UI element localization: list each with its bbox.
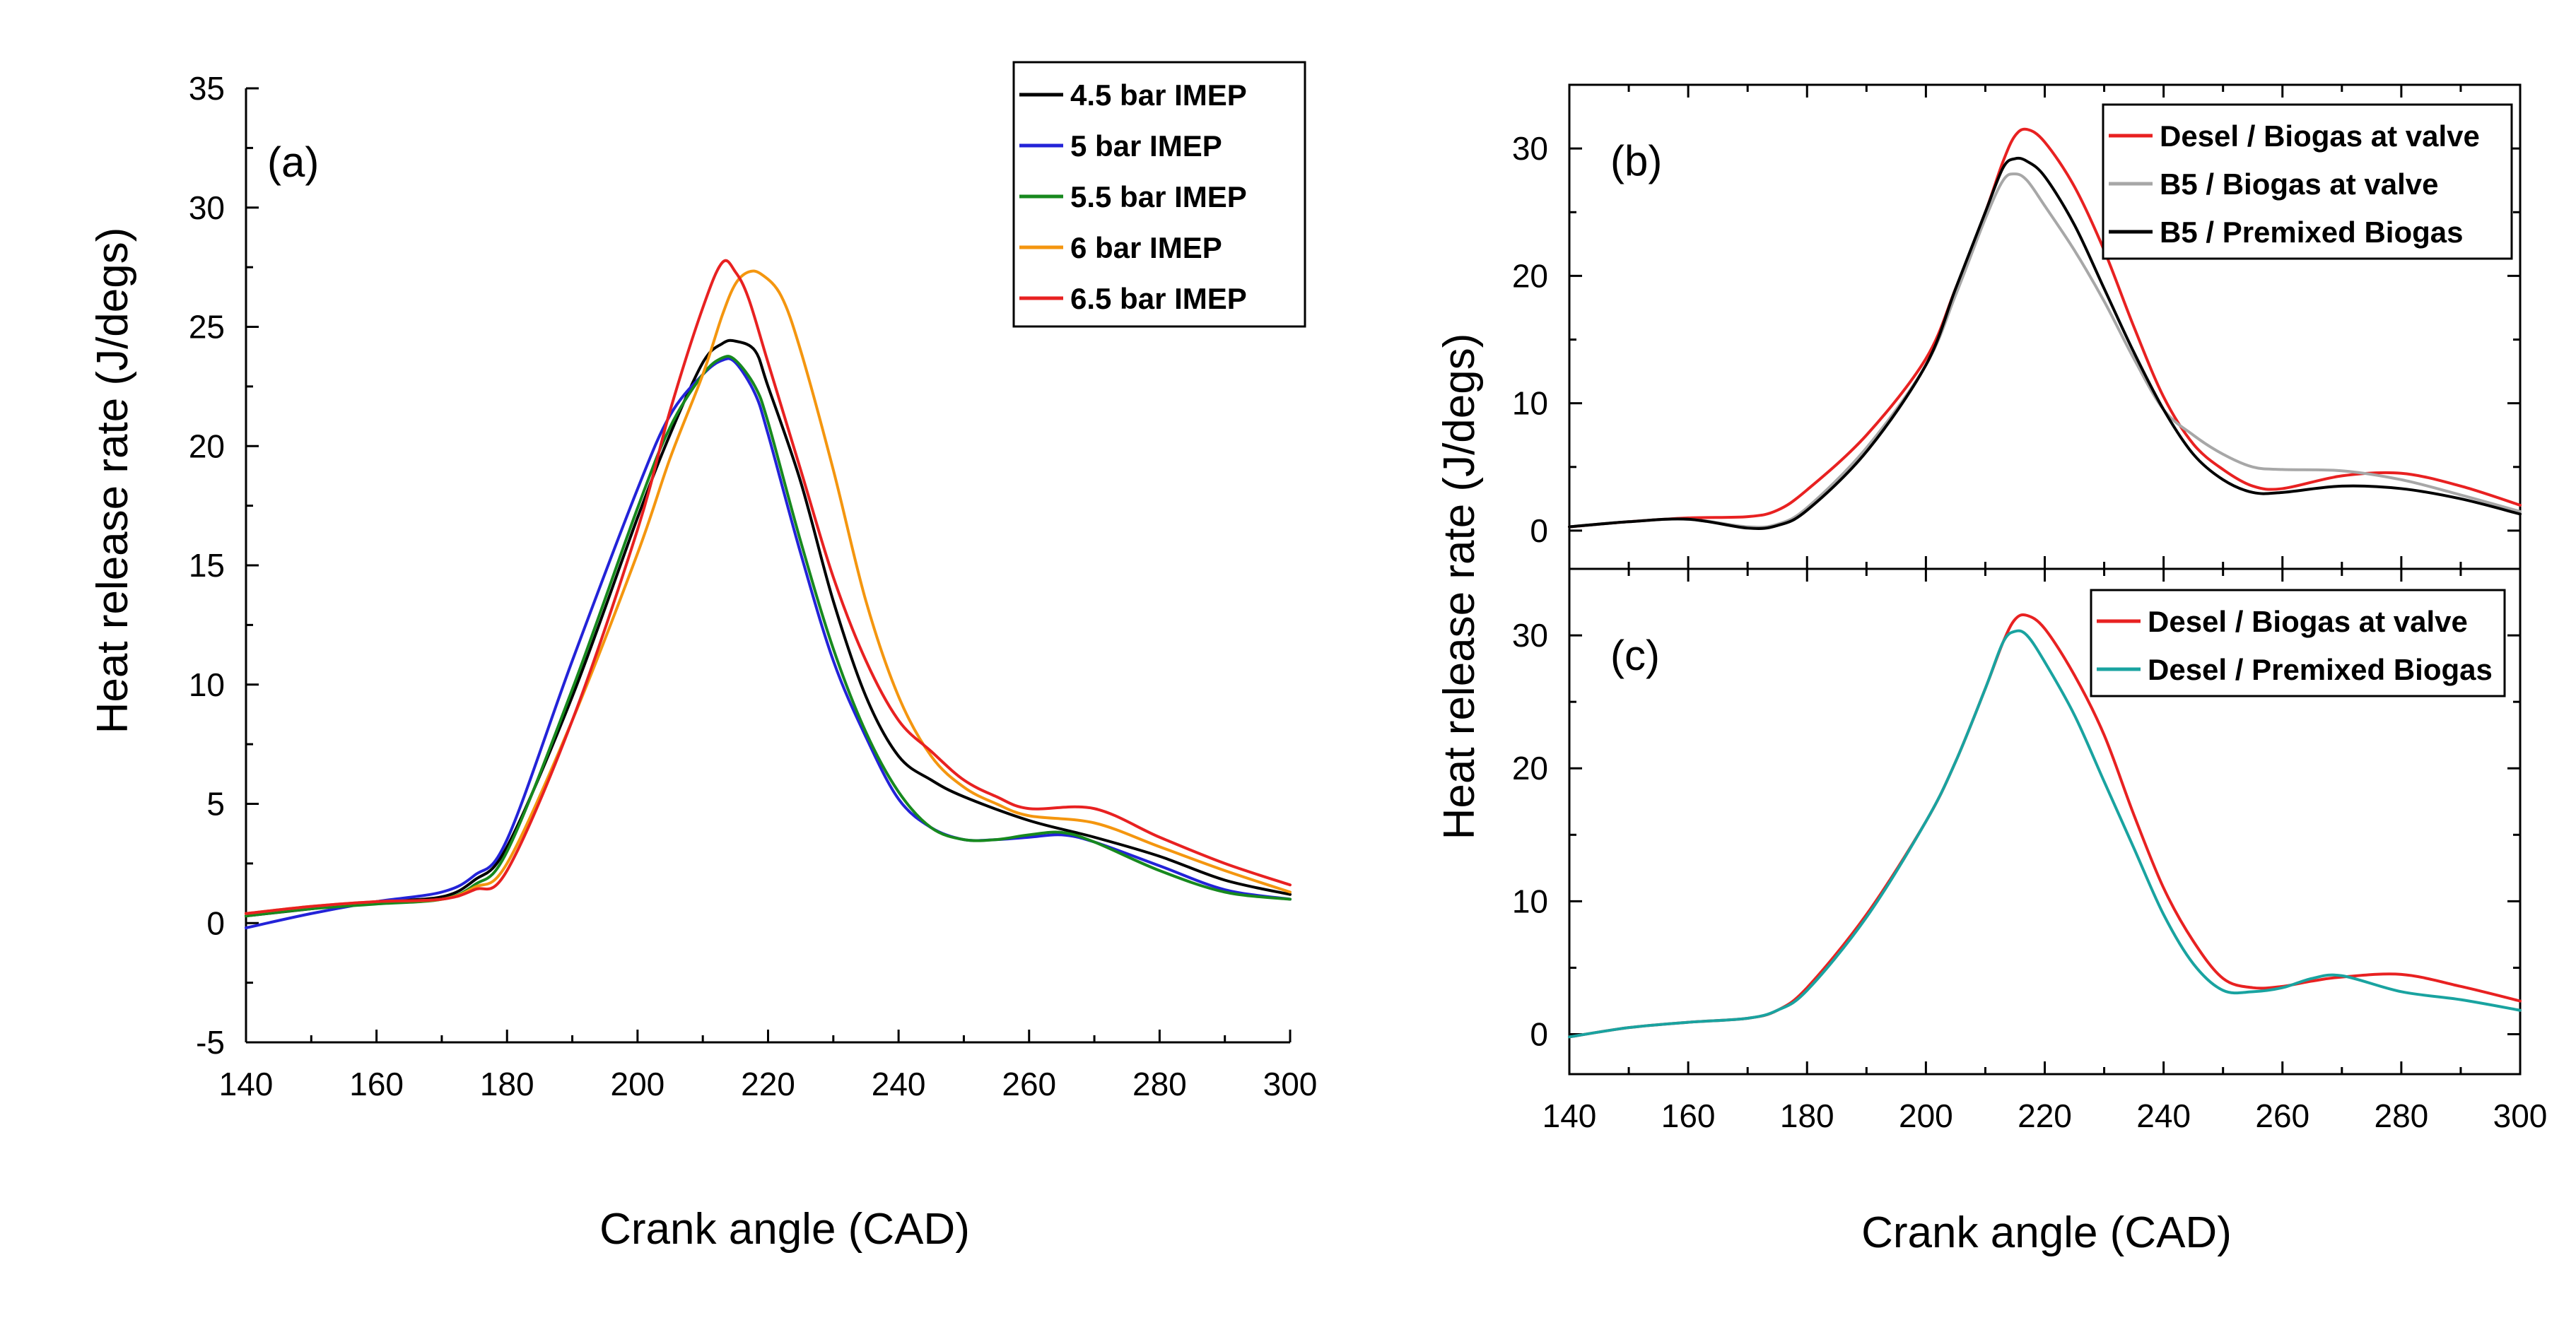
panel-c-x-tick-label: 180 <box>1780 1097 1834 1134</box>
panel-b-legend-box <box>2102 103 2513 260</box>
panel-a-legend-label: 4.5 bar IMEP <box>1070 78 1247 112</box>
panel-a-axes: 140 160 180 200 220 240 260 280 300 -5 0 5 10 15 20 25 3… <box>189 70 1318 1102</box>
panel-b-legend-label: B5 / Biogas at valve <box>2160 167 2439 201</box>
panel-a-x-tick-label: 180 <box>480 1066 534 1102</box>
panel-c-y-tick-label: 10 <box>1512 883 1548 919</box>
panel-b-label: (b) <box>1610 137 1662 184</box>
panel-c-x-tick-label: 240 <box>2136 1097 2191 1134</box>
panel-a-y-tick-label: 20 <box>189 428 225 464</box>
panel-a-x-tick-label: 160 <box>349 1066 404 1102</box>
panel-a-legend: 4.5 bar IMEP 5 bar IMEP 5.5 bar IMEP 6 bar … <box>1012 61 1306 328</box>
panel-b: 0 10 20 30 (b) Desel / Biogas at valve B5 / … <box>1512 83 2522 570</box>
panel-c-series-line-2 <box>1568 629 2522 1039</box>
panel-a-x-tick-label: 140 <box>219 1066 274 1102</box>
panel-b-series-line-3 <box>1568 156 2522 530</box>
panel-c-series-group <box>1568 613 2522 1039</box>
panel-c: 140 160 180 200 220 240 260 280 300 0 10 20 30 (c) C… <box>1435 334 2547 1257</box>
panel-a-y-tick-label: 15 <box>189 547 225 584</box>
panel-a-series-line-3 <box>245 355 1292 918</box>
panel-a-series-line-1 <box>245 338 1292 918</box>
panel-a-y-tick-label: -5 <box>196 1024 225 1061</box>
panel-c-x-tick-label: 200 <box>1899 1097 1953 1134</box>
panel-a-legend-label: 6.5 bar IMEP <box>1070 282 1247 315</box>
panel-c-legend-box <box>2090 589 2506 697</box>
panel-c-x-tick-label: 140 <box>1542 1097 1597 1134</box>
panel-c-y-tick-label: 30 <box>1512 617 1548 654</box>
panel-a-series-group <box>245 259 1292 929</box>
panel-a-y-tick-label: 10 <box>189 666 225 703</box>
panel-b-legend: Desel / Biogas at valve B5 / Biogas at va… <box>2102 103 2513 260</box>
panel-c-x-tick-label: 220 <box>2018 1097 2072 1134</box>
panel-a-y-tick-label: 30 <box>189 189 225 226</box>
panel-c-x-tick-label: 280 <box>2375 1097 2429 1134</box>
panel-c-x-tick-label: 260 <box>2255 1097 2309 1134</box>
panel-a-legend-label: 6 bar IMEP <box>1070 231 1222 264</box>
panel-a-x-tick-label: 260 <box>1002 1066 1056 1102</box>
panel-b-series-line-1 <box>1568 127 2522 529</box>
panel-a-label: (a) <box>267 139 319 186</box>
panel-a-x-tick-label: 240 <box>872 1066 926 1102</box>
panel-a-series-line-4 <box>245 269 1292 915</box>
panel-a-y-tick-label: 35 <box>189 70 225 107</box>
panel-b-y-tick-label: 0 <box>1530 512 1548 549</box>
panel-b-axes: 0 10 20 30 <box>1512 83 2522 570</box>
panel-a: 140 160 180 200 220 240 260 280 300 -5 0 5 10 15 20 25 3… <box>88 61 1318 1254</box>
panel-b-y-tick-label: 20 <box>1512 257 1548 294</box>
panel-c-y-tick-label: 0 <box>1530 1016 1548 1053</box>
panel-a-legend-box <box>1012 61 1306 328</box>
panel-a-series-line-2 <box>245 357 1292 929</box>
panel-b-y-tick-label: 10 <box>1512 385 1548 422</box>
panel-c-x-tick-label: 300 <box>2493 1097 2548 1134</box>
panel-c-legend: Desel / Biogas at valve Desel / Premixed … <box>2090 589 2506 697</box>
panel-a-y-axis-title: Heat release rate (J/degs) <box>88 228 137 734</box>
panel-a-x-tick-label: 300 <box>1263 1066 1318 1102</box>
panel-b-legend-label: B5 / Premixed Biogas <box>2160 216 2464 249</box>
panel-c-axes: 140 160 180 200 220 240 260 280 300 0 10 20 30 <box>1512 567 2548 1134</box>
panel-a-x-tick-label: 220 <box>741 1066 795 1102</box>
panel-c-label: (c) <box>1610 632 1660 679</box>
panel-a-y-tick-label: 5 <box>206 786 225 823</box>
panel-c-legend-label: Desel / Biogas at valve <box>2148 605 2468 638</box>
panel-a-series-line-5 <box>245 259 1292 915</box>
panel-a-legend-label: 5 bar IMEP <box>1070 129 1222 163</box>
panel-a-y-tick-label: 0 <box>206 905 225 941</box>
panel-a-y-tick-label: 25 <box>189 309 225 346</box>
panel-a-x-axis-title: Crank angle (CAD) <box>599 1205 970 1254</box>
panel-c-y-tick-label: 20 <box>1512 750 1548 787</box>
panel-c-x-axis-title: Crank angle (CAD) <box>1861 1208 2232 1257</box>
panel-b-legend-label: Desel / Biogas at valve <box>2160 119 2480 153</box>
panel-a-x-tick-label: 280 <box>1132 1066 1187 1102</box>
panel-c-x-tick-label: 160 <box>1661 1097 1716 1134</box>
panel-b-y-tick-label: 30 <box>1512 130 1548 167</box>
panel-c-legend-label: Desel / Premixed Biogas <box>2148 653 2493 686</box>
panel-a-x-tick-label: 200 <box>611 1066 665 1102</box>
panel-a-legend-label: 5.5 bar IMEP <box>1070 180 1247 213</box>
panel-bc-shared-y-axis-title: Heat release rate (J/degs) <box>1435 334 1484 840</box>
panel-b-series-group <box>1568 127 2522 530</box>
